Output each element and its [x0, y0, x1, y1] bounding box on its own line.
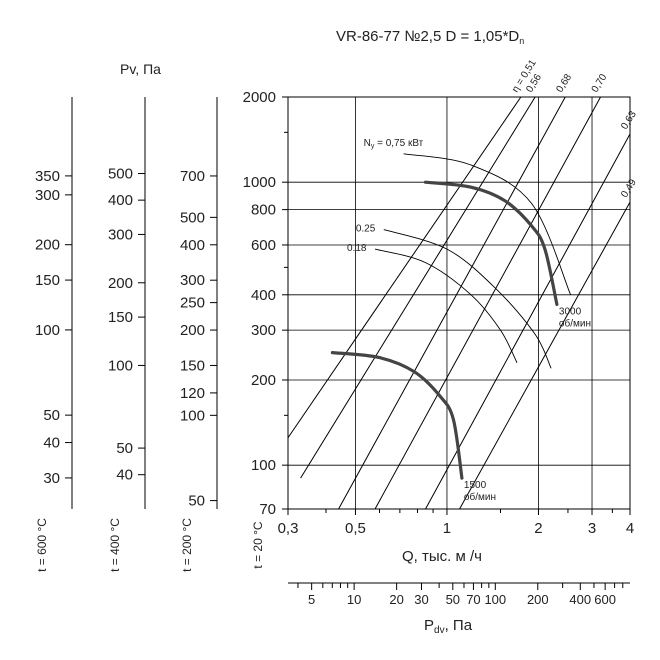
- efficiency-line: [459, 201, 631, 510]
- efficiency-label: 0,70: [590, 72, 610, 95]
- temperature-scale-tick-label: 300: [108, 226, 133, 243]
- speed-curve-unit: об/мин: [559, 317, 591, 329]
- temperature-scale-tick-label: 150: [180, 357, 205, 374]
- temperature-scale-tick-label: 40: [43, 435, 60, 452]
- x-axis-label: Q, тыс. м /ч: [402, 548, 482, 565]
- temperature-scale-tick-label: 300: [35, 187, 60, 204]
- chart-title: VR-86-77 №2,5 D = 1,05*Dn: [336, 28, 524, 46]
- temperature-scale-tick-label: 150: [35, 272, 60, 289]
- power-curve: [403, 153, 572, 295]
- plot-frame: [287, 96, 631, 510]
- pdv-tick-label: 5: [308, 592, 315, 607]
- speed-curve-unit: об/мин: [464, 491, 496, 503]
- efficiency-line: [425, 133, 631, 510]
- x-tick-label: 4: [626, 520, 634, 537]
- speed-curve: [423, 180, 559, 306]
- temperature-scale-label: t = 400 °C: [108, 518, 122, 572]
- temperature-scale-tick-label: 40: [116, 467, 133, 484]
- x-tick-label: 0,5: [345, 520, 366, 537]
- temperature-scale-tick-label: 120: [180, 385, 205, 402]
- y-tick-label: 400: [251, 287, 276, 304]
- pdv-tick-label: 10: [347, 592, 361, 607]
- temperature-scale-label: t = 600 °C: [35, 518, 49, 572]
- x-tick-label: 0,3: [278, 520, 299, 537]
- efficiency-line: [300, 96, 536, 479]
- efficiency-label: 0,49: [619, 177, 639, 200]
- efficiency-lines: η = 0,510,56 0,68 0,700,630,49: [287, 58, 639, 510]
- temperature-scale-tick-label: 50: [43, 407, 60, 424]
- pdv-axis-label: Pdv, Па: [424, 617, 473, 636]
- y-tick-label: 600: [251, 237, 276, 254]
- y-tick-label: 1000: [243, 174, 276, 191]
- temperature-scale-tick-label: 200: [180, 322, 205, 339]
- pdv-tick-label: 200: [527, 592, 549, 607]
- temperature-scale-tick-label: 150: [108, 309, 133, 326]
- efficiency-line: [338, 96, 566, 510]
- temperature-scale-label: t = 20 °C: [251, 521, 265, 568]
- grid-lines: [288, 97, 630, 509]
- temperature-scale-tick-label: 500: [180, 209, 205, 226]
- pdv-tick-label: 20: [389, 592, 403, 607]
- temperature-scale-tick-label: 200: [108, 275, 133, 292]
- speed-curve-rpm: 3000: [559, 306, 582, 317]
- x-tick-label: 2: [534, 520, 542, 537]
- temperature-scale-tick-label: 100: [180, 407, 205, 424]
- temperature-scale-tick-label: 300: [180, 272, 205, 289]
- y-axis-label: Pv, Па: [120, 61, 161, 77]
- y-tick-label: 2000: [243, 89, 276, 106]
- temperature-scale-tick-label: 200: [35, 237, 60, 254]
- temperature-scale-tick-label: 400: [108, 192, 133, 209]
- plot-area: η = 0,510,56 0,68 0,700,630,49 Ny = 0,75 к…: [287, 58, 639, 510]
- dynamic-pressure-scale: 5 10 20 30 50 70 100 200 400 600: [288, 582, 630, 607]
- temperature-scale-tick-label: 50: [116, 440, 133, 457]
- temperature-scale-label: t = 200 °C: [180, 518, 194, 572]
- temperature-scale-tick-label: 100: [35, 322, 60, 339]
- efficiency-label: 0,63: [619, 109, 639, 132]
- pdv-tick-label: 30: [414, 592, 428, 607]
- temperature-scale-tick-label: 30: [43, 470, 60, 487]
- y-tick-label: 100: [251, 457, 276, 474]
- temperature-scale-tick-label: 500: [108, 166, 133, 183]
- pdv-tick-label: 70: [466, 592, 480, 607]
- power-curve: [374, 248, 518, 364]
- x-tick-label: 3: [588, 520, 596, 537]
- y-tick-label: 200: [251, 372, 276, 389]
- temperature-scales: 350 300 200 150 100 50 40 30 t = 600 °C 500 400 300…: [35, 97, 265, 572]
- temperature-scale-tick-label: 700: [180, 168, 205, 185]
- power-curves: Ny = 0,75 кВт 0.25 0.18: [347, 138, 572, 369]
- y-tick-label: 70: [259, 501, 276, 518]
- power-curve-label: Ny = 0,75 кВт: [364, 138, 424, 150]
- temperature-scale-tick-label: 250: [180, 295, 205, 312]
- temperature-scale-tick-label: 400: [180, 237, 205, 254]
- efficiency-label: 0,68: [554, 72, 574, 95]
- power-curve-label: 0.25: [356, 224, 376, 235]
- efficiency-line: [287, 96, 522, 439]
- pdv-tick-label: 400: [569, 592, 591, 607]
- temperature-scale-tick-label: 50: [188, 493, 205, 510]
- power-curve-label: 0.18: [347, 243, 367, 254]
- y-tick-label: 300: [251, 322, 276, 339]
- x-axis-ticks: 0,3 0,5 1 2 3 4: [278, 509, 634, 537]
- speed-curve-rpm: 1500: [464, 480, 487, 491]
- speed-curve: [330, 351, 464, 480]
- pdv-tick-label: 100: [484, 592, 506, 607]
- temperature-scale-tick-label: 350: [35, 168, 60, 185]
- y-axis-ticks: 2000 1000 800 600 400 300 200 100 70: [243, 89, 288, 518]
- efficiency-line: [374, 96, 601, 510]
- pdv-tick-label: 600: [594, 592, 616, 607]
- x-tick-label: 1: [443, 520, 451, 537]
- pdv-tick-label: 50: [446, 592, 460, 607]
- y-tick-label: 800: [251, 202, 276, 219]
- temperature-scale-tick-label: 100: [108, 357, 133, 374]
- power-curve: [383, 229, 552, 369]
